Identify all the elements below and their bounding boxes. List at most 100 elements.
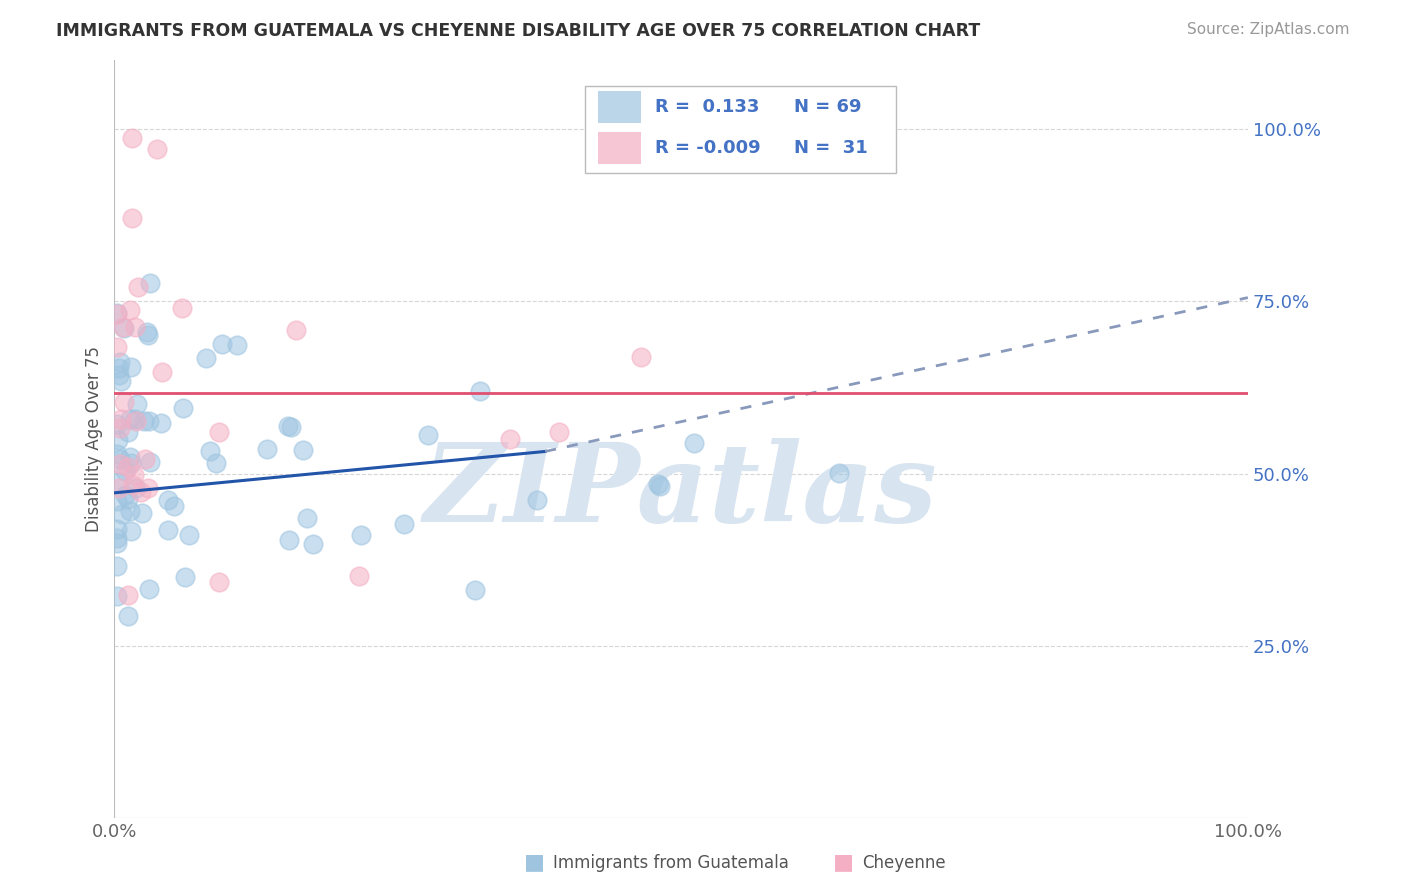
Text: N = 69: N = 69 xyxy=(794,98,862,117)
Text: R = -0.009: R = -0.009 xyxy=(655,139,761,157)
Point xyxy=(278,533,301,548)
Point xyxy=(136,325,159,339)
Point xyxy=(347,569,370,583)
Point xyxy=(138,582,160,597)
Point xyxy=(108,368,131,383)
Point xyxy=(280,419,302,434)
Point xyxy=(129,484,152,499)
Point xyxy=(108,355,131,369)
Point xyxy=(127,280,149,294)
Point xyxy=(131,506,153,520)
Point xyxy=(392,517,415,532)
Point xyxy=(118,411,141,425)
Point xyxy=(112,395,135,409)
Point xyxy=(117,608,139,623)
Point xyxy=(194,351,217,365)
Point xyxy=(105,535,128,549)
Point xyxy=(108,421,131,435)
Point xyxy=(470,384,492,399)
Point xyxy=(110,457,132,471)
Bar xyxy=(599,132,641,164)
Point xyxy=(114,464,136,478)
Point xyxy=(211,337,233,351)
Point xyxy=(120,450,142,464)
Point xyxy=(122,477,145,491)
Point xyxy=(117,425,139,440)
Point xyxy=(174,570,197,584)
Point xyxy=(107,475,129,489)
Point xyxy=(125,414,148,428)
Point xyxy=(117,492,139,507)
Point xyxy=(136,481,159,495)
Point xyxy=(208,425,231,439)
Text: N =  31: N = 31 xyxy=(794,139,869,157)
Point xyxy=(112,321,135,335)
Point xyxy=(139,455,162,469)
Point xyxy=(172,401,194,415)
Point xyxy=(150,365,173,379)
Point xyxy=(107,433,129,447)
Point xyxy=(105,306,128,320)
Point xyxy=(277,419,299,434)
Point xyxy=(647,477,669,491)
Point xyxy=(416,427,439,442)
Point xyxy=(108,481,131,495)
Point xyxy=(225,338,247,352)
Text: Immigrants from Guatemala: Immigrants from Guatemala xyxy=(553,855,789,872)
Point xyxy=(499,432,522,446)
Point xyxy=(105,589,128,603)
Point xyxy=(108,361,131,376)
Text: IMMIGRANTS FROM GUATEMALA VS CHEYENNE DISABILITY AGE OVER 75 CORRELATION CHART: IMMIGRANTS FROM GUATEMALA VS CHEYENNE DI… xyxy=(56,22,980,40)
Point xyxy=(120,456,142,470)
Text: ■: ■ xyxy=(524,853,544,872)
Point xyxy=(177,528,200,542)
Point xyxy=(547,425,569,440)
Point xyxy=(163,499,186,513)
Y-axis label: Disability Age Over 75: Disability Age Over 75 xyxy=(86,346,103,532)
Point xyxy=(105,558,128,573)
FancyBboxPatch shape xyxy=(585,87,897,173)
Point xyxy=(134,451,156,466)
Point xyxy=(146,142,169,156)
Point xyxy=(105,494,128,508)
Point xyxy=(139,276,162,290)
Point xyxy=(683,435,706,450)
Point xyxy=(136,328,159,343)
Point xyxy=(124,412,146,426)
Point xyxy=(120,359,142,374)
Bar xyxy=(599,92,641,123)
Point xyxy=(650,479,672,493)
Point xyxy=(157,523,180,537)
Point xyxy=(208,575,231,590)
Point xyxy=(105,447,128,461)
Point xyxy=(630,351,652,365)
Point xyxy=(127,397,149,411)
Point xyxy=(301,536,323,550)
Point xyxy=(121,211,143,226)
Point xyxy=(118,302,141,317)
Point xyxy=(284,322,307,336)
Point xyxy=(110,412,132,426)
Point xyxy=(110,374,132,388)
Point xyxy=(124,481,146,495)
Point xyxy=(105,307,128,321)
Point xyxy=(292,442,315,457)
Point xyxy=(121,131,143,145)
Point xyxy=(256,442,278,457)
Point xyxy=(526,493,548,508)
Point xyxy=(114,487,136,501)
Text: Source: ZipAtlas.com: Source: ZipAtlas.com xyxy=(1187,22,1350,37)
Point xyxy=(198,444,221,458)
Point xyxy=(349,528,371,542)
Point xyxy=(105,531,128,545)
Point xyxy=(204,456,226,470)
Text: ■: ■ xyxy=(834,853,853,872)
Point xyxy=(172,301,194,315)
Point xyxy=(105,522,128,536)
Point xyxy=(122,467,145,482)
Text: ZIPatlas: ZIPatlas xyxy=(425,438,938,546)
Point xyxy=(105,340,128,354)
Text: Cheyenne: Cheyenne xyxy=(862,855,945,872)
Point xyxy=(118,504,141,518)
Point xyxy=(827,467,849,481)
